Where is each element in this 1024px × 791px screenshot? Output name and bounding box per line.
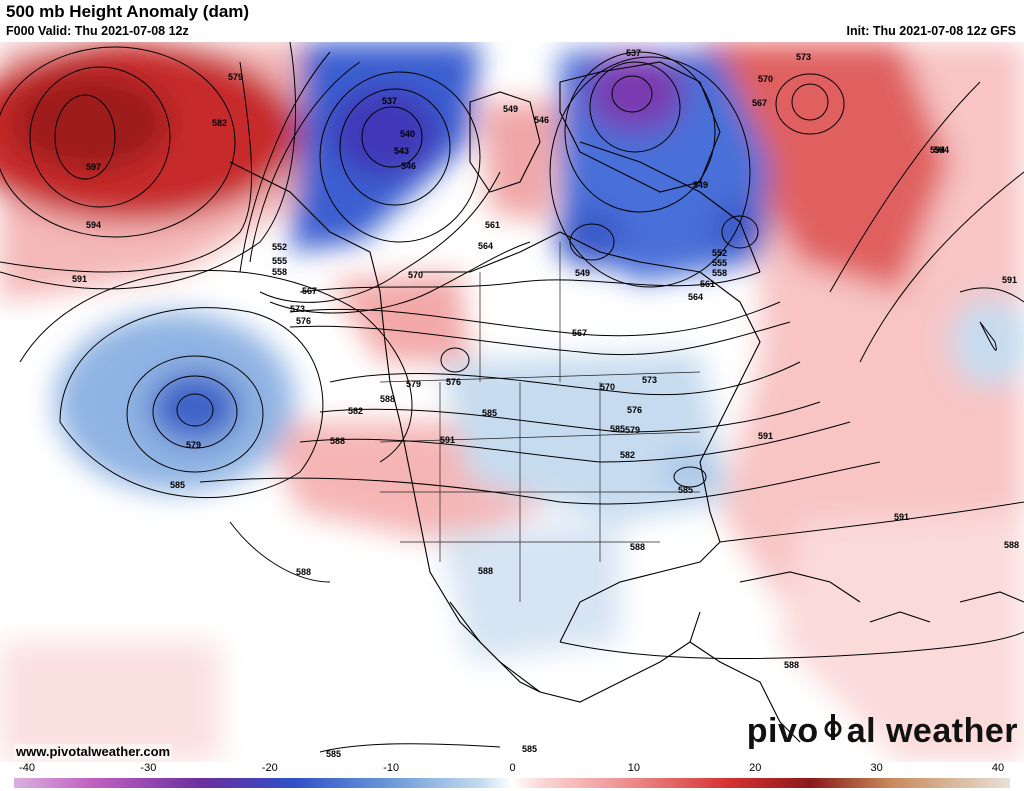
colorbar-tick-label: 30 — [870, 762, 883, 774]
contour-label: 588 — [630, 542, 645, 552]
contour-label: 576 — [446, 377, 461, 387]
contour-label: 537 — [382, 96, 397, 106]
pivotal-weather-logo: pivo al weather — [747, 712, 1018, 751]
contour-label: 564 — [688, 292, 703, 302]
colorbar-tick-label: -40 — [19, 762, 35, 774]
contour-label: 552 — [272, 242, 287, 252]
contour-label: 570 — [758, 74, 773, 84]
contour-label: 588 — [784, 660, 799, 670]
website-label[interactable]: www.pivotalweather.com — [14, 744, 173, 759]
colorbar-tick-label: 10 — [627, 762, 640, 774]
contour-label: 561 — [700, 279, 715, 289]
contour-label: 540 — [400, 129, 415, 139]
contour-label: 564 — [478, 241, 493, 251]
contour-label: 549 — [693, 180, 708, 190]
valid-time: F000 Valid: Thu 2021-07-08 12z — [6, 24, 189, 38]
init-time: Init: Thu 2021-07-08 12z GFS — [846, 24, 1017, 38]
colorbar-tick-label: -10 — [383, 762, 400, 774]
contour-label: 537 — [626, 48, 641, 58]
contour-label: 594 — [930, 145, 945, 155]
contour-label: 558 — [712, 268, 727, 278]
contour-label: 585 — [170, 480, 185, 490]
contour-label: 591 — [894, 512, 909, 522]
anomaly-map: 579 582 597 594 591 537 540 543 546 549 … — [0, 42, 1024, 762]
contour-label: 585 — [326, 749, 341, 759]
contour-label: 549 — [503, 104, 518, 114]
contour-label: 573 — [796, 52, 811, 62]
coastlines — [229, 61, 1024, 743]
contour-label: 549 — [575, 268, 590, 278]
colorbar — [14, 778, 1010, 788]
contour-label: 558 — [272, 267, 287, 277]
contour-label: 588 — [380, 394, 395, 404]
contour-label: 576 — [296, 316, 311, 326]
contour-label: 570 — [408, 270, 423, 280]
contour-label: 591 — [758, 431, 773, 441]
contour-label: 579 — [625, 425, 640, 435]
contour-label: 555 — [272, 256, 287, 266]
brand-text-right: al weather — [846, 712, 1018, 750]
contour-label: 573 — [290, 304, 305, 314]
contour-label: 579 — [186, 440, 201, 450]
contour-label: 543 — [394, 146, 409, 156]
pivotal-logo-icon — [820, 712, 846, 751]
contour-label: 597 — [86, 162, 101, 172]
contour-label: 591 — [72, 274, 87, 284]
colorbar-tick-label: -20 — [261, 762, 278, 774]
contour-label: 579 — [228, 72, 243, 82]
map-title: 500 mb Height Anomaly (dam) — [6, 2, 250, 21]
contour-label: 591 — [440, 435, 455, 445]
contour-label: 588 — [296, 567, 311, 577]
brand-text-left: pivo — [746, 712, 819, 750]
contour-label: 588 — [478, 566, 493, 576]
contour-label: 555 — [712, 258, 727, 268]
contour-label: 594 — [86, 220, 101, 230]
height-contours — [0, 42, 1024, 753]
contour-label: 582 — [348, 406, 363, 416]
contour-label: 546 — [534, 115, 549, 125]
contour-label: 594 — [934, 145, 949, 155]
colorbar-tick-label: 20 — [749, 762, 762, 774]
contour-label: 579 — [406, 379, 421, 389]
contour-label: 561 — [485, 220, 500, 230]
contour-label: 582 — [620, 450, 635, 460]
contour-label: 585 — [522, 744, 537, 754]
contour-label: 588 — [1004, 540, 1019, 550]
contour-labels: 579 582 597 594 591 537 540 543 546 549 … — [72, 48, 1019, 759]
colorbar-tick-label: 40 — [991, 762, 1005, 774]
contour-label: 585 — [610, 424, 625, 434]
contour-label: 588 — [330, 436, 345, 446]
colorbar-tick-label: 0 — [509, 762, 516, 774]
contour-label: 570 — [600, 382, 615, 392]
anomaly-shading — [0, 42, 1024, 762]
contour-label: 546 — [401, 161, 416, 171]
contour-label: 591 — [1002, 275, 1017, 285]
contour-label: 585 — [482, 408, 497, 418]
contour-label: 576 — [627, 405, 642, 415]
contour-label: 582 — [212, 118, 227, 128]
contour-label: 573 — [642, 375, 657, 385]
contour-label: 552 — [712, 248, 727, 258]
contour-label: 567 — [302, 286, 317, 296]
contour-label: 585 — [678, 485, 693, 495]
contour-label: 567 — [572, 328, 587, 338]
colorbar-labels: -40 -30 -20 -10 0 10 20 30 40 — [0, 762, 1024, 776]
contour-label: 567 — [752, 98, 767, 108]
colorbar-tick-label: -30 — [140, 762, 157, 774]
